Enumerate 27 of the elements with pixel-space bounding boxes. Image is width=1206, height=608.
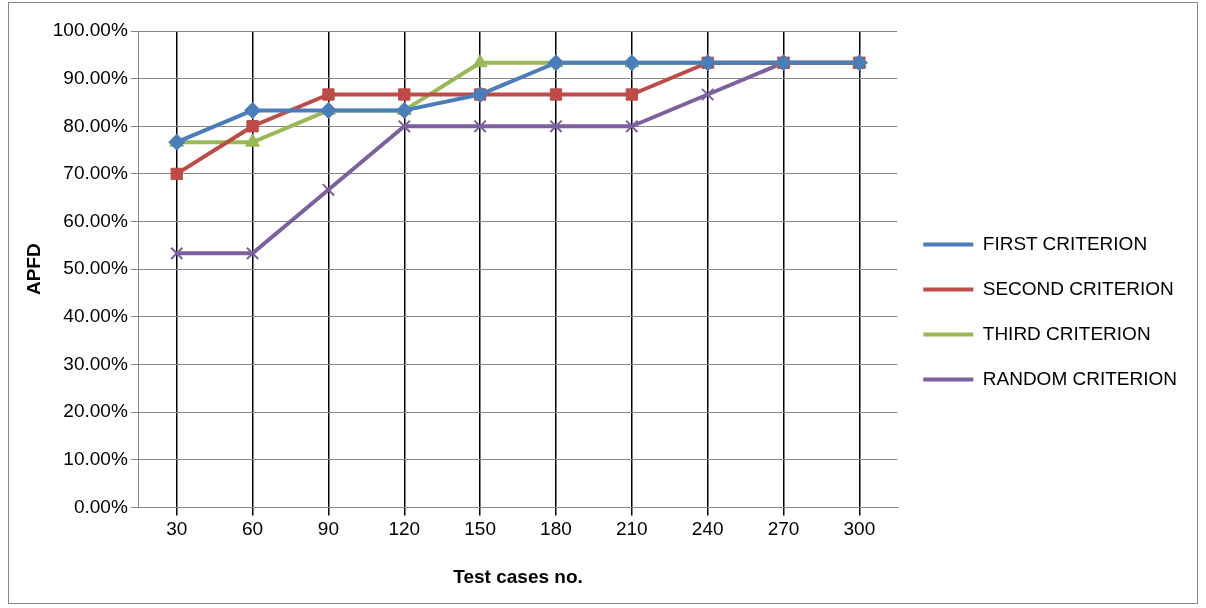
y-tick-label: 0.00% <box>73 495 128 517</box>
x-tick-label: 60 <box>242 518 264 540</box>
x-tick-label: 240 <box>691 518 724 540</box>
x-tick-label: 30 <box>166 518 188 540</box>
y-tick-label: 70.00% <box>63 162 128 184</box>
legend-label: THIRD CRITERION <box>982 322 1151 344</box>
legend-label: RANDOM CRITERION <box>982 367 1178 389</box>
y-tick-label: 80.00% <box>63 114 128 136</box>
y-tick-label: 30.00% <box>63 352 128 374</box>
y-tick-label: 20.00% <box>63 400 128 422</box>
y-tick-label: 60.00% <box>63 209 128 231</box>
x-tick-label: 120 <box>388 518 421 540</box>
x-tick-label: 270 <box>767 518 800 540</box>
legend-label: SECOND CRITERION <box>982 277 1174 299</box>
y-tick-label: 10.00% <box>63 447 128 469</box>
y-tick-label: 40.00% <box>63 305 128 327</box>
y-axis-title: APFD <box>22 243 44 296</box>
x-tick-label: 210 <box>615 518 648 540</box>
x-tick-label: 180 <box>540 518 572 540</box>
x-axis-title: Test cases no. <box>453 565 583 587</box>
x-tick-label: 300 <box>843 518 876 540</box>
x-tick-label: 90 <box>317 518 339 540</box>
y-tick-label: 90.00% <box>63 66 128 88</box>
x-tick-label: 150 <box>464 518 496 540</box>
legend-label: FIRST CRITERION <box>982 232 1148 254</box>
y-tick-label: 100.00% <box>52 19 128 41</box>
y-tick-label: 50.00% <box>63 257 128 279</box>
